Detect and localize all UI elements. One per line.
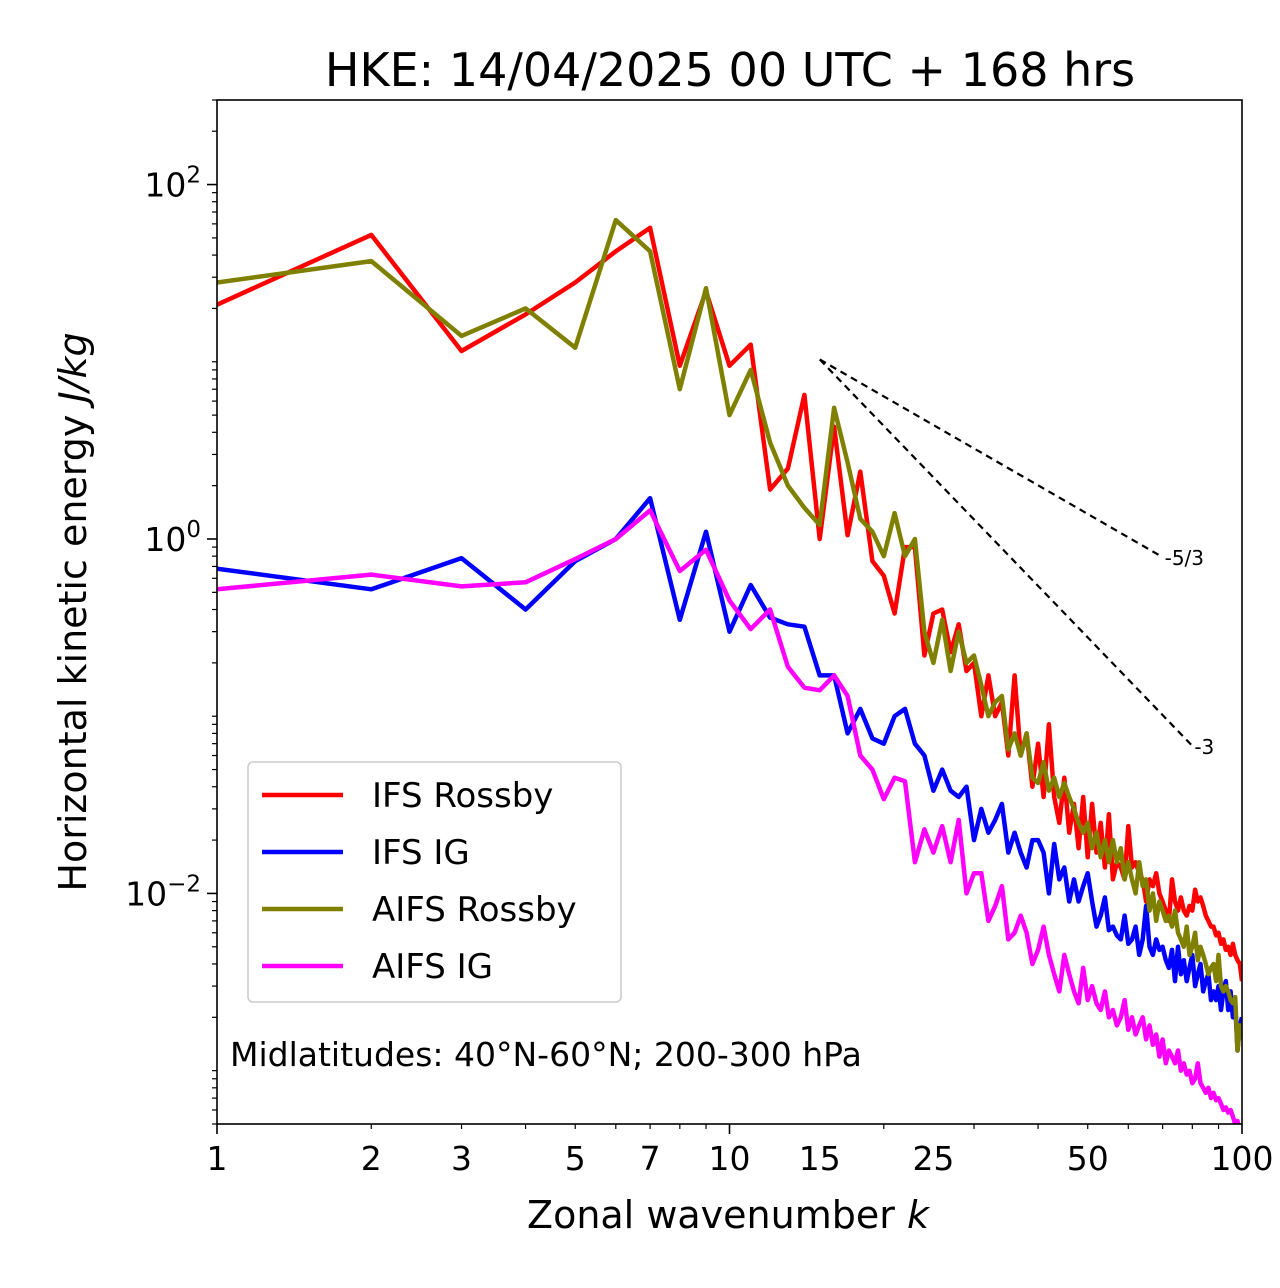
y-axis-ticks: 102 100 10−2 [125,99,217,1125]
x-tick-label: 1 [207,1139,228,1178]
x-tick-label: 100 [1211,1139,1274,1178]
legend-label: AIFS Rossby [372,890,577,930]
x-axis-label: Zonal wavenumber k [527,1193,931,1237]
legend-label: IFS Rossby [372,776,553,816]
series-lines [217,217,1242,1124]
y-tick-label: 100 [144,517,201,559]
chart-title: HKE: 14/04/2025 00 UTC + 168 hrs [325,43,1135,97]
x-axis-label-text: Zonal wavenumber [527,1193,907,1237]
series-line-aifs-rossby [217,217,1242,1053]
legend-box [247,761,622,1003]
reference-line-label-1: -5/3 [1165,546,1204,570]
reference-line-label-2: -3 [1194,735,1214,759]
y-axis-label-text: Horizontal kinetic energy [51,403,95,892]
x-tick-label: 50 [1067,1139,1109,1178]
x-tick-label: 2 [361,1139,382,1178]
y-axis-label-unit: J/kg [51,332,95,409]
x-axis-label-symbol: k [907,1193,931,1237]
reference-line-1 [819,358,1164,559]
legend-items: IFS Rossby IFS IG AIFS Rossby AIFS IG [262,776,577,987]
y-tick-label: 10−2 [125,871,201,913]
region-annotation: Midlatitudes: 40°N-60°N; 200-300 hPa [230,1035,862,1074]
legend-label: AIFS IG [372,947,493,987]
legend: IFS Rossby IFS IG AIFS Rossby AIFS IG [247,761,622,1003]
x-tick-label: 25 [912,1139,954,1178]
series-line-aifs-ig [217,508,1241,1124]
x-tick-label: 3 [451,1139,472,1178]
x-tick-label: 5 [565,1139,586,1178]
reference-slopes: -5/3 -3 [818,358,1214,759]
x-axis-ticks: 1 2 3 5 7 10 15 25 50 100 [207,1124,1274,1178]
reference-line-2 [818,358,1194,747]
y-axis-label: Horizontal kinetic energy J/kg [51,332,95,891]
x-tick-label: 7 [640,1139,661,1178]
y-tick-label: 102 [144,163,201,205]
legend-label: IFS IG [372,833,470,873]
x-tick-label: 10 [709,1139,751,1178]
x-tick-label: 15 [799,1139,841,1178]
